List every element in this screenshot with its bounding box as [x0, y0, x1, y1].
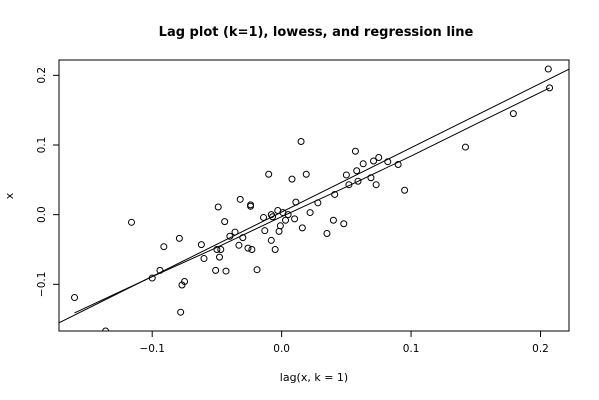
data-point [292, 198, 300, 206]
data-point [353, 167, 361, 175]
data-point [544, 65, 552, 73]
data-point [160, 243, 168, 251]
lowess-curve [74, 87, 550, 314]
data-point [217, 245, 225, 253]
data-point [367, 174, 375, 182]
data-point [546, 84, 554, 92]
plot-frame [58, 59, 570, 332]
data-point [261, 227, 269, 235]
data-point [269, 213, 277, 221]
x-axis-label: lag(x, k = 1) [280, 371, 348, 384]
data-point [175, 234, 183, 242]
data-point [71, 294, 79, 302]
data-point [156, 266, 164, 274]
data-point [260, 213, 268, 221]
data-point [375, 154, 383, 162]
data-point [342, 171, 350, 179]
chart-title: Lag plot (k=1), lowess, and regression l… [159, 25, 474, 40]
data-point [284, 211, 292, 219]
data-point [282, 216, 290, 224]
data-point [226, 232, 234, 240]
regression-line [59, 68, 569, 324]
data-point [216, 253, 224, 261]
data-point [148, 274, 156, 282]
data-point [271, 245, 279, 253]
data-point [222, 267, 230, 275]
data-point [331, 190, 339, 198]
data-point [244, 244, 252, 252]
x-tick-label: 0.1 [403, 343, 420, 355]
data-point [214, 203, 222, 211]
data-point [323, 229, 331, 237]
data-point [509, 110, 517, 118]
data-point [302, 170, 310, 178]
data-point [288, 175, 296, 183]
data-point [248, 245, 256, 253]
data-point [235, 241, 243, 249]
plot-content [59, 65, 569, 331]
data-point [314, 199, 322, 207]
data-point [239, 234, 247, 242]
data-point [177, 308, 185, 316]
data-point [197, 241, 205, 249]
data-point [231, 228, 239, 236]
data-point [345, 181, 353, 189]
data-point [401, 186, 409, 194]
y-axis-label: x [3, 192, 16, 199]
data-point [127, 218, 135, 226]
data-point [213, 245, 221, 253]
x-tick-label: 0.0 [273, 343, 290, 355]
data-point [291, 215, 299, 223]
data-point [265, 170, 273, 178]
data-point [276, 222, 284, 230]
data-point [329, 216, 337, 224]
data-point [372, 181, 380, 189]
y-tick-label: −0.1 [36, 272, 48, 298]
data-point [253, 266, 261, 274]
data-point [461, 143, 469, 151]
data-point [200, 255, 208, 263]
x-tick-label: 0.2 [532, 343, 549, 355]
y-tick-label: 0.2 [36, 67, 48, 84]
data-point [102, 327, 110, 331]
data-point [181, 278, 189, 286]
data-point [247, 201, 255, 209]
data-point [267, 236, 275, 244]
data-point [297, 138, 305, 146]
x-axis: −0.1 0.0 0.1 0.2 [139, 331, 549, 355]
data-point [236, 195, 244, 203]
data-point [354, 177, 362, 185]
data-point [212, 266, 220, 274]
data-point [340, 220, 348, 228]
data-point [359, 160, 367, 168]
data-point [394, 160, 402, 168]
data-point [370, 157, 378, 165]
data-point [384, 158, 392, 166]
y-axis: −0.1 0.0 0.1 0.2 [36, 67, 59, 297]
x-tick-label: −0.1 [139, 343, 165, 355]
y-tick-label: 0.1 [36, 137, 48, 154]
y-tick-label: 0.0 [36, 206, 48, 223]
data-point [275, 227, 283, 235]
data-point [351, 147, 359, 155]
data-point [221, 218, 229, 226]
data-point [298, 224, 306, 232]
data-point [306, 209, 314, 217]
